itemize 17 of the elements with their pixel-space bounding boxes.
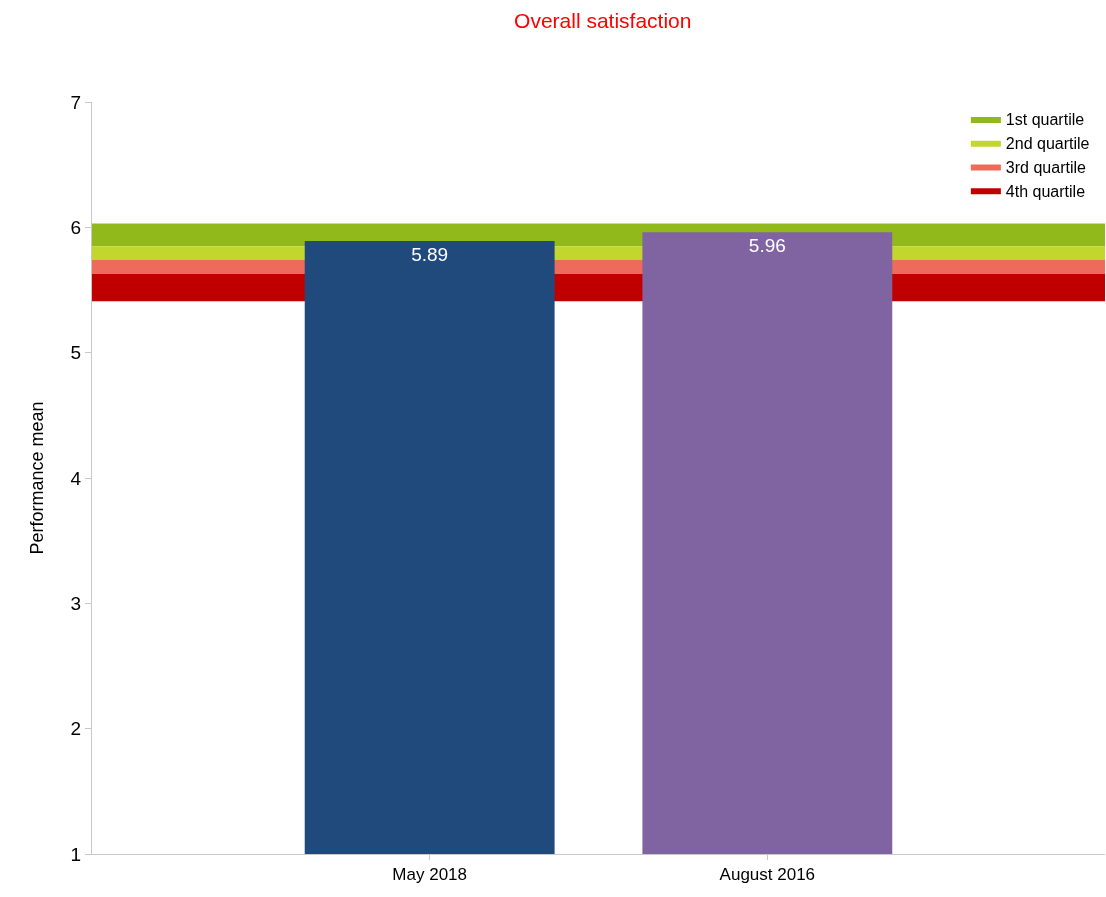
x-tick-label: August 2016 (719, 865, 816, 885)
legend-label: 3rd quartile (1005, 158, 1087, 176)
legend-label: 2nd quartile (1005, 134, 1090, 152)
y-tick-label: 6 (70, 216, 82, 238)
x-tick-label: May 2018 (392, 865, 468, 885)
chart-title: Overall satisfaction (514, 9, 692, 33)
y-tick-label: 1 (70, 843, 82, 865)
y-tick-label: 4 (70, 467, 82, 489)
data-label: 5.96 (748, 235, 786, 257)
y-tick-label: 7 (70, 91, 82, 113)
legend-label: 4th quartile (1005, 182, 1086, 200)
y-tick-label: 5 (70, 342, 82, 364)
y-tick-label: 3 (70, 592, 82, 614)
legend-label: 1st quartile (1005, 111, 1085, 129)
data-label: 5.89 (411, 244, 449, 266)
y-tick-label: 2 (70, 718, 82, 740)
y-axis-title: Performance mean (26, 401, 47, 555)
